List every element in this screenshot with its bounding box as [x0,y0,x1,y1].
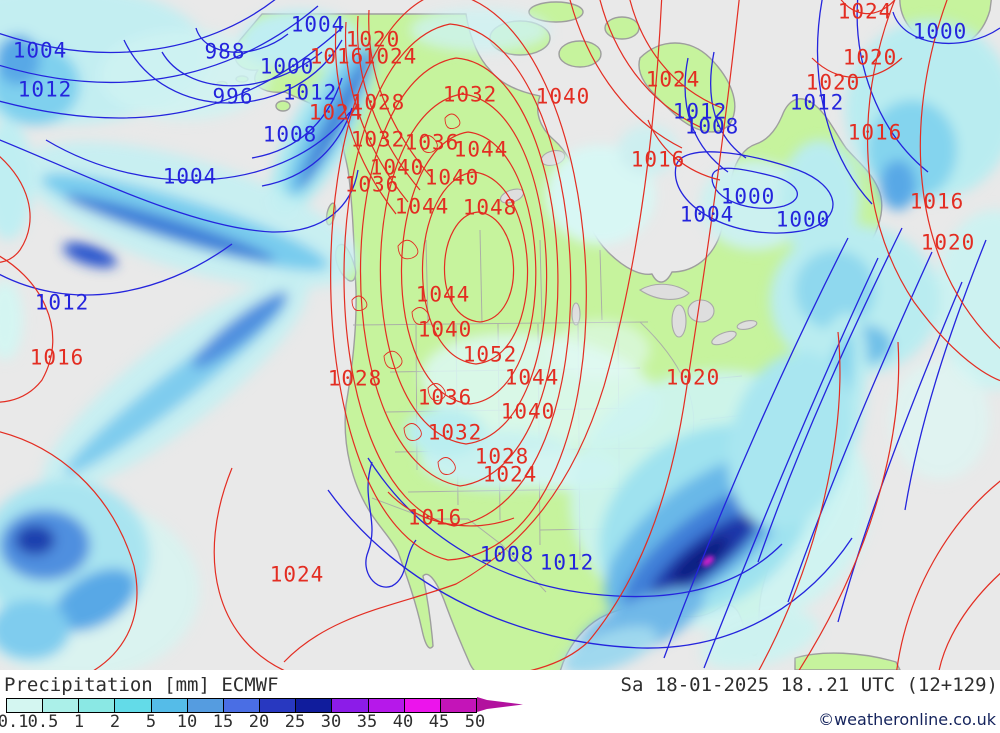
legend-color-step [440,699,477,712]
lake-superior [638,283,690,300]
legend-color-scale [6,698,477,713]
valid-datetime: Sa 18-01-2025 18..21 UTC (12+129) [620,674,999,696]
map-svg [0,0,1000,670]
legend-color-step [404,699,441,712]
legend-color-step [115,699,152,712]
legend-color-step [79,699,116,712]
legend-arrow-icon [477,697,523,712]
legend-tick-label: 2 [109,712,121,732]
island-arctic3 [528,1,584,23]
legend-tick-label: 35 [356,712,378,732]
precipitation-core [701,555,715,567]
copyright-text: ©weatheronline.co.uk [818,710,996,729]
map-footer: Precipitation [mm] ECMWF Sa 18-01-2025 1… [0,670,1000,733]
legend-tick-labels: 0.1 0.5 1 2 5 10 15 20 25 30 35 40 45 50 [0,711,540,732]
precip-max-magenta-core [701,555,715,567]
legend-tick-label: 40 [392,712,414,732]
legend-color-step [7,699,44,712]
terrain-contour-noise [351,113,461,475]
lake-erie [711,330,737,346]
legend-color-step [187,699,224,712]
product-title: Precipitation [mm] ECMWF [4,674,279,696]
lake-ontario [736,320,758,330]
precipitation-field [0,0,1000,670]
legend-tick-label: 20 [248,712,270,732]
legend-tick-label: 1 [73,712,85,732]
legend-color-step [368,699,405,712]
legend-color-step [151,699,188,712]
legend-tick-label: 50 [464,712,486,732]
legend-color-step [260,699,297,712]
legend-tick-label: 15 [212,712,234,732]
legend-tick-label: 0.5 [27,712,59,732]
legend-tick-label: 0.1 [0,712,29,732]
legend-color-step [223,699,261,712]
legend-tick-label: 5 [145,712,157,732]
legend-tick-label: 45 [428,712,450,732]
legend-tick-label: 30 [320,712,342,732]
isobars-high-layer [0,0,1000,670]
island-kodiak [275,100,291,112]
lake-winnipeg [571,302,581,326]
legend-tick-label: 25 [284,712,306,732]
lake-huron [687,299,715,323]
isobars-low-layer [0,0,1000,669]
legend-color-step [296,699,333,712]
island-arctic2 [558,40,602,68]
legend-color-step [43,699,80,712]
lake-michigan [671,304,687,338]
legend-tick-label: 10 [176,712,198,732]
island-arctic4 [604,16,640,40]
legend-color-step [332,699,369,712]
map-canvas: 1004 988 1004 1000 1012 996 1012 1008 1004 1012 10… [0,0,1000,670]
